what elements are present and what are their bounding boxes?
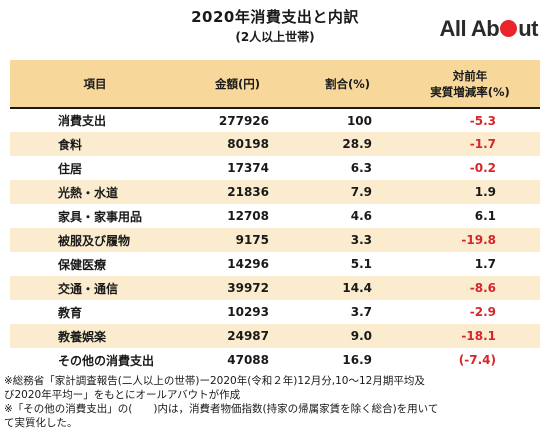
footnote-line: ※総務省「家計調査報告(二人以上の世帯)ー2020年(令和２年)12月分,10～… xyxy=(4,375,425,387)
cell-item: 教育 xyxy=(58,305,83,320)
cell-item: 家具・家事用品 xyxy=(58,209,143,224)
cell-ratio: 3.3 xyxy=(350,233,372,247)
table-row: その他の消費支出 47088 16.9 (-7.4) xyxy=(10,348,540,372)
cell-ratio: 16.9 xyxy=(342,353,372,367)
table-body: 消費支出 277926 100 -5.3 食料 80198 28.9 -1.7 住居 17374 6… xyxy=(10,108,540,372)
table-row: 被服及び履物 9175 3.3 -19.8 xyxy=(10,228,540,252)
cell-change: -8.6 xyxy=(469,281,496,295)
footnote-line: て実質化した。 xyxy=(4,417,78,429)
cell-amount: 47088 xyxy=(227,353,269,367)
cell-change: 6.1 xyxy=(474,209,496,223)
table-row: 消費支出 277926 100 -5.3 xyxy=(10,108,540,132)
cell-amount: 14296 xyxy=(227,257,269,271)
cell-amount: 21836 xyxy=(227,185,269,199)
column-header-change-line1: 対前年 xyxy=(452,68,488,83)
cell-item: 被服及び履物 xyxy=(58,233,131,248)
table-row: 光熱・水道 21836 7.9 1.9 xyxy=(10,180,540,204)
cell-item: 保健医療 xyxy=(58,257,107,272)
cell-change: 1.7 xyxy=(474,257,496,271)
page-title: 2020年消費支出と内訳 xyxy=(191,8,359,26)
cell-ratio: 14.4 xyxy=(342,281,372,295)
cell-change: -5.3 xyxy=(469,113,496,128)
cell-change: -1.7 xyxy=(469,137,496,151)
allabout-logo: All Ab ut xyxy=(440,16,539,42)
cell-item: 教養娯楽 xyxy=(58,329,107,344)
table-row: 交通・通信 39972 14.4 -8.6 xyxy=(10,276,540,300)
page-subtitle: (2人以上世帯) xyxy=(235,30,315,44)
cell-ratio: 100 xyxy=(346,113,372,128)
table-row: 教養娯楽 24987 9.0 -18.1 xyxy=(10,324,540,348)
cell-amount: 80198 xyxy=(227,137,269,151)
cell-ratio: 28.9 xyxy=(342,137,372,151)
column-header-amount: 金額(円) xyxy=(214,76,260,91)
logo-text-prefix: All Ab xyxy=(439,16,500,41)
table-row: 保健医療 14296 5.1 1.7 xyxy=(10,252,540,276)
cell-change: -2.9 xyxy=(469,305,496,319)
cell-ratio: 6.3 xyxy=(350,161,372,175)
table-row: 食料 80198 28.9 -1.7 xyxy=(10,132,540,156)
cell-amount: 39972 xyxy=(227,281,269,295)
logo-text-suffix: ut xyxy=(518,16,538,41)
cell-item: 交通・通信 xyxy=(58,281,119,296)
cell-amount: 12708 xyxy=(227,209,269,223)
footnote-line: ※「その他の消費支出」の( )内は，消費者物価指数(持家の帰属家賃を除く総合)を… xyxy=(4,403,439,415)
cell-change: (-7.4) xyxy=(458,353,496,367)
footnotes: ※総務省「家計調査報告(二人以上の世帯)ー2020年(令和２年)12月分,10～… xyxy=(4,374,546,430)
column-header-item: 項目 xyxy=(83,76,107,91)
table-row: 教育 10293 3.7 -2.9 xyxy=(10,300,540,324)
column-header-change-line2: 実質増減率(%) xyxy=(430,84,510,99)
cell-change: -18.1 xyxy=(461,329,496,343)
cell-item: 消費支出 xyxy=(58,114,107,128)
cell-amount: 10293 xyxy=(227,305,269,319)
cell-item: その他の消費支出 xyxy=(58,353,155,368)
cell-ratio: 3.7 xyxy=(350,305,372,319)
table-header-row: 項目 金額(円) 割合(%) 対前年 実質増減率(%) xyxy=(10,60,540,108)
footnote-line: び2020年平均ー」をもとにオールアバウトが作成 xyxy=(4,389,241,401)
column-header-change: 対前年 実質増減率(%) xyxy=(400,60,540,108)
cell-amount: 277926 xyxy=(218,113,269,128)
table-row: 住居 17374 6.3 -0.2 xyxy=(10,156,540,180)
column-header-ratio: 割合(%) xyxy=(324,76,371,91)
cell-ratio: 9.0 xyxy=(350,329,372,343)
cell-change: 1.9 xyxy=(474,185,496,199)
table-row: 家具・家事用品 12708 4.6 6.1 xyxy=(10,204,540,228)
cell-item: 光熱・水道 xyxy=(58,185,119,200)
cell-ratio: 5.1 xyxy=(350,257,372,271)
cell-item: 食料 xyxy=(58,137,83,152)
header: 2020年消費支出と内訳 (2人以上世帯) All Ab ut xyxy=(0,0,550,58)
cell-amount: 24987 xyxy=(227,329,269,343)
expenditure-table: 項目 金額(円) 割合(%) 対前年 実質増減率(%) 消費支出 277926 10… xyxy=(10,60,540,372)
cell-change: -19.8 xyxy=(461,233,496,247)
cell-amount: 17374 xyxy=(227,161,269,175)
cell-amount: 9175 xyxy=(235,233,269,247)
logo-dot-icon xyxy=(500,20,518,37)
cell-ratio: 4.6 xyxy=(350,209,372,223)
cell-ratio: 7.9 xyxy=(350,185,372,199)
cell-item: 住居 xyxy=(58,161,83,176)
cell-change: -0.2 xyxy=(469,161,496,175)
